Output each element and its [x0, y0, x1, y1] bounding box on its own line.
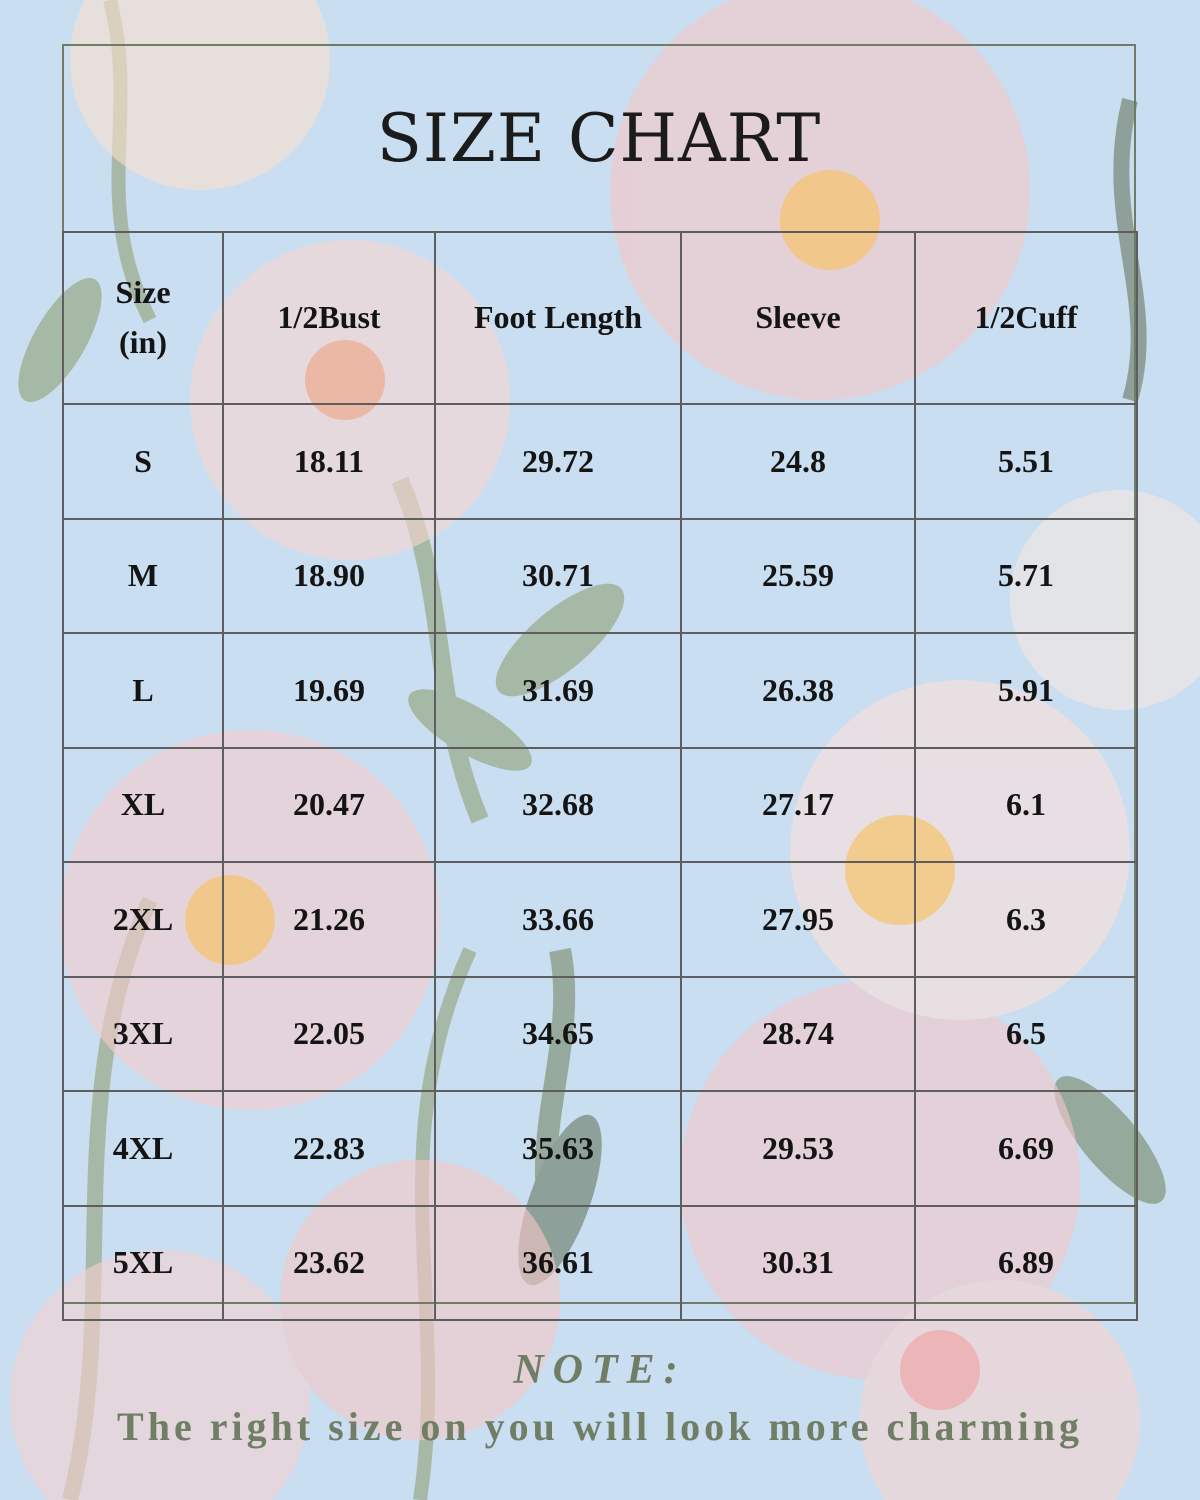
measurement-cell: 34.65: [434, 975, 682, 1092]
measurement-cell: 18.90: [222, 517, 436, 634]
table-row: 3XL 22.05 34.65 28.74 6.5: [62, 975, 1138, 1092]
table-row: 5XL 23.62 36.61 30.31 6.89: [62, 1204, 1138, 1321]
measurement-cell: 25.59: [680, 517, 916, 634]
measurement-cell: 27.95: [680, 861, 916, 978]
note-text: The right size on you will look more cha…: [117, 1404, 1083, 1449]
measurement-cell: 6.5: [914, 975, 1138, 1092]
measurement-cell: 35.63: [434, 1090, 682, 1207]
column-header: Foot Length: [434, 231, 682, 405]
measurement-cell: 19.69: [222, 632, 436, 749]
measurement-cell: 23.62: [222, 1204, 436, 1321]
table-row: S 18.11 29.72 24.8 5.51: [62, 403, 1138, 520]
measurement-cell: 6.3: [914, 861, 1138, 978]
measurement-cell: 6.89: [914, 1204, 1138, 1321]
measurement-cell: 28.74: [680, 975, 916, 1092]
measurement-cell: 21.26: [222, 861, 436, 978]
size-cell: 5XL: [62, 1204, 224, 1321]
measurement-cell: 33.66: [434, 861, 682, 978]
table-body: S 18.11 29.72 24.8 5.51 M 18.90 30.71 25.59 5.71 L…: [62, 403, 1138, 1321]
column-header: Size (in): [62, 231, 224, 405]
measurement-cell: 30.71: [434, 517, 682, 634]
size-table: Size (in) 1/2Bust Foot Length Sleeve 1/2Cuff…: [62, 231, 1138, 1321]
table-row: 4XL 22.83 35.63 29.53 6.69: [62, 1090, 1138, 1207]
table-row: L 19.69 31.69 26.38 5.91: [62, 632, 1138, 749]
column-header: 1/2Cuff: [914, 231, 1138, 405]
size-cell: 2XL: [62, 861, 224, 978]
size-cell: S: [62, 403, 224, 520]
page-title: SIZE CHART: [376, 100, 822, 177]
measurement-cell: 26.38: [680, 632, 916, 749]
table-row: 2XL 21.26 33.66 27.95 6.3: [62, 861, 1138, 978]
measurement-cell: 31.69: [434, 632, 682, 749]
size-cell: XL: [62, 746, 224, 863]
column-header: 1/2Bust: [222, 231, 436, 405]
measurement-cell: 27.17: [680, 746, 916, 863]
size-cell: 4XL: [62, 1090, 224, 1207]
table-row: M 18.90 30.71 25.59 5.71: [62, 517, 1138, 634]
measurement-cell: 36.61: [434, 1204, 682, 1321]
measurement-cell: 22.83: [222, 1090, 436, 1207]
measurement-cell: 18.11: [222, 403, 436, 520]
table-row: XL 20.47 32.68 27.17 6.1: [62, 746, 1138, 863]
measurement-cell: 6.69: [914, 1090, 1138, 1207]
measurement-cell: 6.1: [914, 746, 1138, 863]
measurement-cell: 5.91: [914, 632, 1138, 749]
measurement-cell: 5.51: [914, 403, 1138, 520]
measurement-cell: 30.31: [680, 1204, 916, 1321]
size-cell: 3XL: [62, 975, 224, 1092]
header-row: Size (in) 1/2Bust Foot Length Sleeve 1/2Cuff: [62, 231, 1138, 405]
measurement-cell: 5.71: [914, 517, 1138, 634]
measurement-cell: 20.47: [222, 746, 436, 863]
measurement-cell: 22.05: [222, 975, 436, 1092]
measurement-cell: 29.53: [680, 1090, 916, 1207]
column-header: Sleeve: [680, 231, 916, 405]
size-cell: M: [62, 517, 224, 634]
measurement-cell: 24.8: [680, 403, 916, 520]
measurement-cell: 29.72: [434, 403, 682, 520]
size-chart-frame: SIZE CHART Size (in) 1/2Bust Foot Length Sl…: [62, 44, 1138, 1321]
size-cell: L: [62, 632, 224, 749]
measurement-cell: 32.68: [434, 746, 682, 863]
note-label: NOTE:: [513, 1347, 687, 1393]
